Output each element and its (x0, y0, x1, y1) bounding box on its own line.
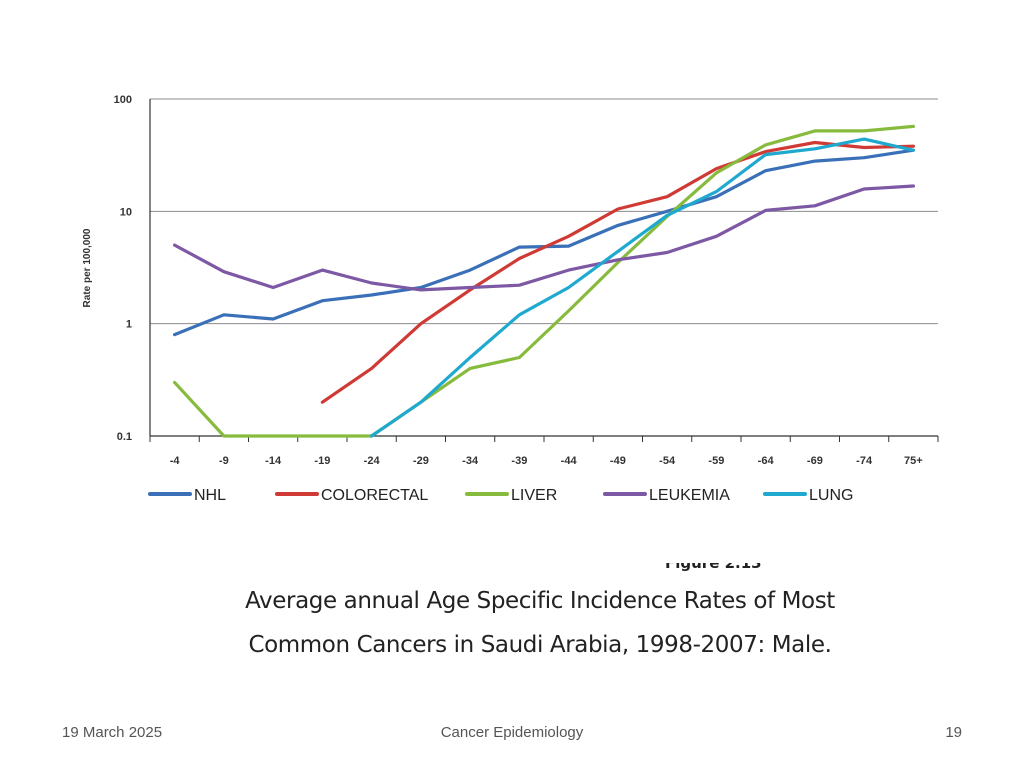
x-tick-label: -59 (708, 455, 724, 467)
x-tick-label: -44 (561, 455, 578, 467)
legend-label-leukemia: LEUKEMIA (649, 487, 730, 504)
footer-page-number: 19 (945, 724, 962, 741)
x-tick-label: -29 (413, 455, 429, 467)
incidence-line-chart: 100 10 1 0.1 -4 -9 -14 -19 -24 -29 -34 -39 -44 -49 -5… (82, 94, 939, 504)
series-line-nhl (173, 148, 916, 337)
caption-line-1: Average annual Age Specific Incidence Ra… (245, 588, 835, 614)
footer-title: Cancer Epidemiology (440, 724, 584, 741)
series-lines (173, 124, 916, 438)
x-tick-label: 75+ (904, 455, 923, 467)
legend: NHL COLORECTAL LIVER LEUKEMIA LUNG (148, 487, 853, 504)
legend-label-nhl: NHL (194, 487, 226, 504)
axes (149, 99, 938, 437)
x-tick-label: -39 (511, 455, 527, 467)
x-tick-label: -34 (462, 455, 479, 467)
y-tick-label: 10 (120, 206, 132, 218)
legend-label-lung: LUNG (809, 487, 853, 504)
footer-date: 19 March 2025 (62, 724, 163, 741)
x-tick-label: -14 (265, 455, 282, 467)
y-tick-label: 0.1 (117, 431, 132, 443)
series-line-liver (173, 124, 916, 438)
x-tick-label: -69 (807, 455, 823, 467)
y-axis-label: Rate per 100,000 (82, 228, 93, 307)
x-tick-label: -24 (364, 455, 381, 467)
gridlines (150, 98, 938, 325)
x-axis-ticks: -4 -9 -14 -19 -24 -29 -34 -39 -44 -49 -54 -59 -64 -69… (149, 436, 939, 467)
x-tick-label: -64 (758, 455, 775, 467)
series-line-colorectal (320, 140, 916, 404)
y-tick-label: 100 (114, 94, 132, 106)
x-tick-label: -49 (610, 455, 626, 467)
caption-line-2: Common Cancers in Saudi Arabia, 1998-200… (248, 632, 832, 658)
legend-label-liver: LIVER (511, 487, 557, 504)
legend-label-colorectal: COLORECTAL (321, 487, 428, 504)
series-line-leukemia (173, 184, 916, 292)
series-line-lung (370, 137, 916, 438)
y-axis-ticks: 100 10 1 0.1 (114, 94, 132, 443)
y-tick-label: 1 (126, 319, 132, 331)
x-tick-label: -19 (314, 455, 330, 467)
x-tick-label: -54 (659, 455, 676, 467)
caption-partial-line: Figure 2.13 (665, 563, 762, 572)
x-tick-label: -9 (219, 455, 229, 467)
x-tick-label: -74 (856, 455, 873, 467)
x-tick-label: -4 (170, 455, 181, 467)
